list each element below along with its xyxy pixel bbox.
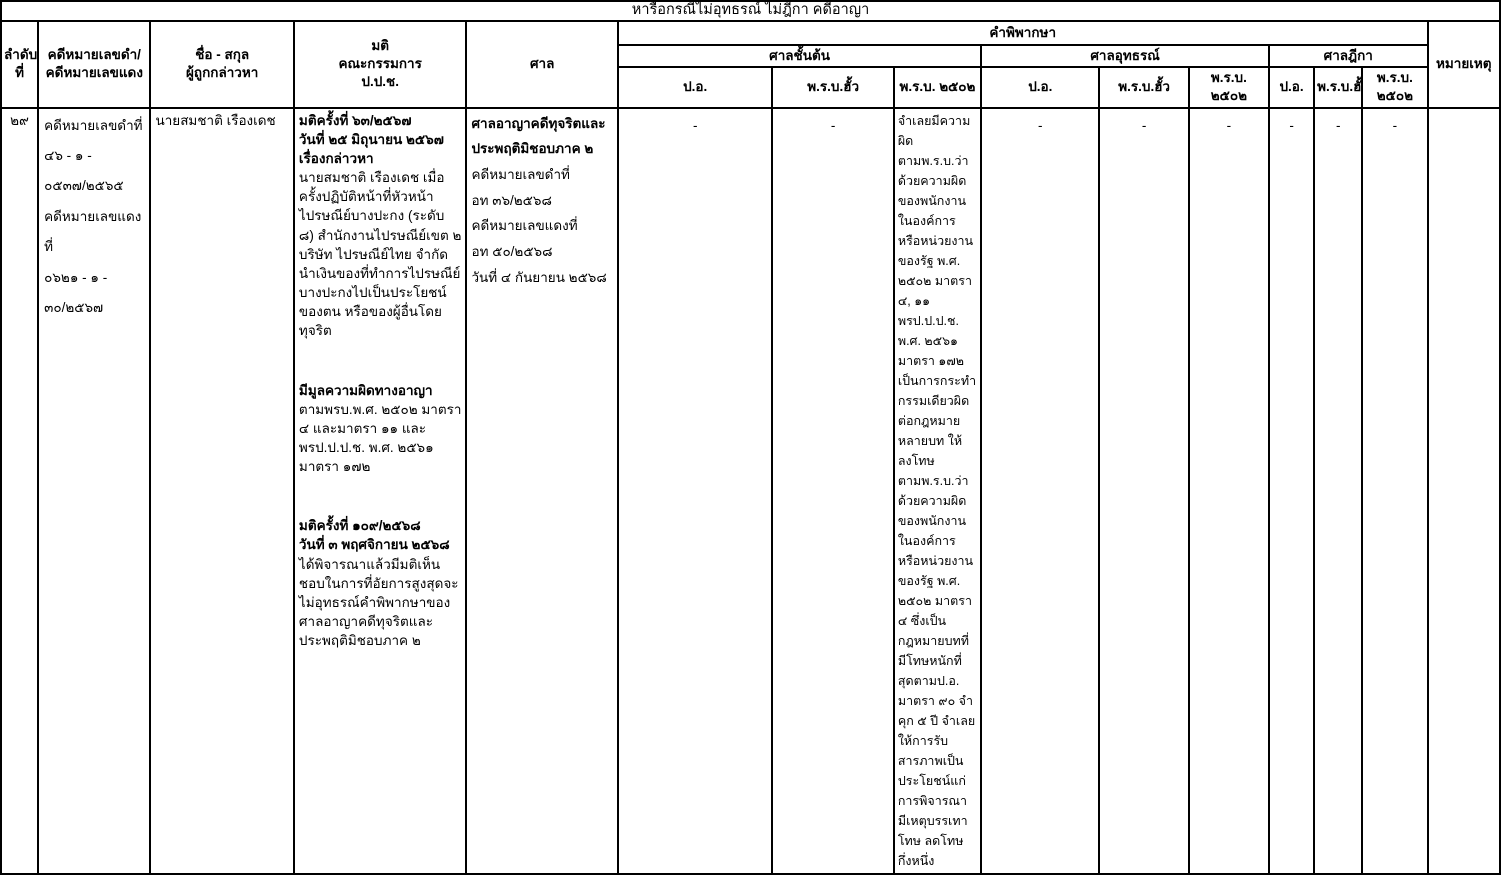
header-court-appeal: ศาลอุทธรณ์: [980, 43, 1271, 69]
resolution-finding-label: มีมูลความผิดทางอาญา: [298, 382, 433, 398]
header-law-hua-first-instance: พ.ร.บ.ฮั้ว: [771, 66, 895, 109]
header-law-po-first-instance: ป.อ.: [616, 66, 774, 109]
cell-remark: [1426, 106, 1501, 875]
cell-court: ศาลอาญาคดีทุจริตและประพฤติมิชอบภาค ๒ คดี…: [465, 106, 619, 875]
header-law-po-appeal: ป.อ.: [980, 66, 1101, 109]
cell-judgment-appeal-2502: -: [1187, 106, 1271, 875]
header-law-2502-first-instance: พ.ร.บ. ๒๕๐๒: [892, 66, 983, 109]
cell-case-numbers: คดีหมายเลขดำที่ ๔๖ - ๑ - ๐๕๓๗/๒๕๖๕ คดีหม…: [37, 106, 152, 875]
header-law-2502-supreme: พ.ร.บ. ๒๕๐๒: [1361, 66, 1429, 109]
header-law-hua-appeal: พ.ร.บ.ฮั้ว: [1098, 66, 1190, 109]
court-details: คดีหมายเลขดำที่ อท ๓๖/๒๕๖๘ คดีหมายเลขแดง…: [471, 166, 607, 285]
cell-judgment-appeal-hua: -: [1098, 106, 1190, 875]
cell-judgment-first-instance-hua: -: [771, 106, 895, 875]
resolution-meeting2-date: วันที่ ๓ พฤศจิกายน ๒๕๖๘: [298, 537, 450, 553]
header-col-case-numbers: คดีหมายเลขดำ/ คดีหมายเลขแดง: [37, 20, 152, 109]
header-col-remark: หมายเหตุ: [1426, 20, 1501, 109]
resolution-allegation-text: นายสมชาติ เรืองเดช เมื่อครั้งปฏิบัติหน้า…: [298, 170, 462, 339]
header-col-nacc-resolution: มติ คณะกรรมการ ป.ป.ช.: [292, 20, 468, 109]
cell-judgment-first-instance-po: -: [616, 106, 774, 875]
header-court-supreme: ศาลฎีกา: [1268, 43, 1429, 69]
resolution-meeting1-no: มติครั้งที่ ๖๓/๒๕๖๗: [298, 112, 412, 128]
cell-accused-name: นายสมชาติ เรืองเดช: [149, 106, 295, 875]
resolution-finding-text: ตามพรบ.พ.ศ. ๒๕๐๒ มาตรา ๔ และมาตรา ๑๑ และ…: [298, 401, 462, 475]
header-law-hua-supreme: พ.ร.บ.ฮั้ว: [1313, 66, 1364, 109]
table-row: ๒๙ คดีหมายเลขดำที่ ๔๖ - ๑ - ๐๕๓๗/๒๕๖๕ คด…: [0, 106, 1501, 875]
header-col-no: ลำดับ ที่: [0, 20, 40, 109]
page-title: หารือกรณีไม่อุทธรณ์ ไม่ฎีกา คดีอาญา: [0, 0, 1501, 22]
header-judgment: คำพิพากษา: [616, 20, 1429, 46]
resolution-meeting2-no: มติครั้งที่ ๑๐๙/๒๕๖๘: [298, 518, 421, 534]
header-col-court: ศาล: [465, 20, 619, 109]
cell-judgment-supreme-hua: -: [1313, 106, 1364, 875]
court-name: ศาลอาญาคดีทุจริตและประพฤติมิชอบภาค ๒: [471, 115, 606, 157]
header-court-first-instance: ศาลชั้นต้น: [616, 43, 983, 69]
header-law-po-supreme: ป.อ.: [1268, 66, 1316, 109]
resolution-allegation-label: เรื่องกล่าวหา: [298, 150, 374, 166]
resolution-meeting1-date: วันที่ ๒๕ มิถุนายน ๒๕๖๗: [298, 131, 444, 147]
cell-row-no: ๒๙: [0, 106, 40, 875]
cell-judgment-first-instance-2502: จำเลยมีความผิดตามพ.ร.บ.ว่าด้วยความผิดของ…: [892, 106, 983, 875]
header-law-2502-appeal: พ.ร.บ. ๒๕๐๒: [1187, 66, 1271, 109]
header-col-accused-name: ชื่อ - สกุล ผู้ถูกกล่าวหา: [149, 20, 295, 109]
cell-nacc-resolution: มติครั้งที่ ๖๓/๒๕๖๗ วันที่ ๒๕ มิถุนายน ๒…: [292, 106, 468, 875]
cell-judgment-supreme-po: -: [1268, 106, 1316, 875]
cell-judgment-supreme-2502: -: [1361, 106, 1429, 875]
cell-judgment-appeal-po: -: [980, 106, 1101, 875]
resolution-meeting2-text: ได้พิจารณาแล้วมีมติเห็นชอบในการที่อัยการ…: [298, 556, 459, 649]
